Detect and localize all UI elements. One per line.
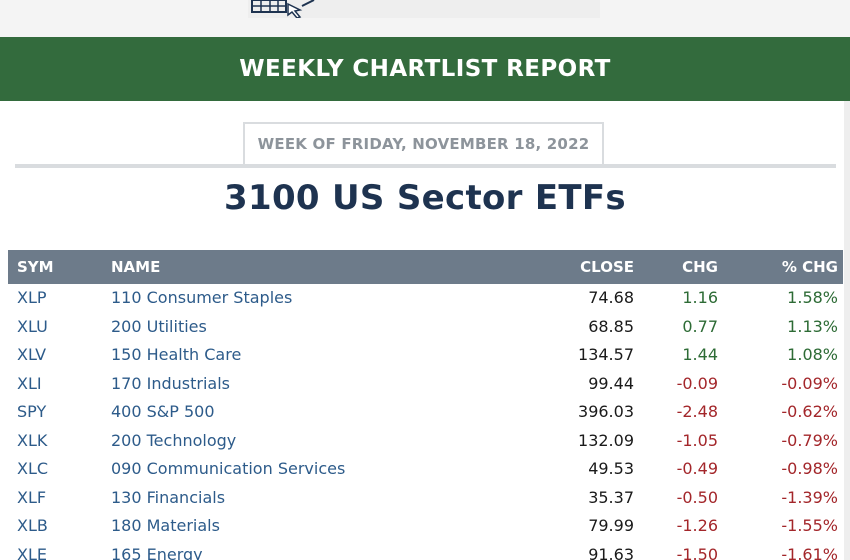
- page-right-edge: [844, 101, 850, 560]
- change-value: -0.09: [676, 373, 718, 393]
- name-link[interactable]: 170 Industrials: [111, 373, 230, 393]
- table-row: XLI 170 Industrials 99.44 -0.09 -0.09%: [8, 370, 843, 399]
- header-sym: SYM: [17, 258, 54, 276]
- name-link[interactable]: 110 Consumer Staples: [111, 288, 293, 307]
- close-value: 74.68: [588, 288, 634, 307]
- pct-change-value: -0.79%: [781, 430, 838, 450]
- table-header: SYM NAME CLOSE CHG % CHG: [8, 250, 843, 284]
- close-value: 79.99: [588, 516, 634, 535]
- name-link[interactable]: 200 Utilities: [111, 316, 207, 336]
- table-row: XLC 090 Communication Services 49.53 -0.49 -…: [8, 455, 843, 484]
- table-row: SPY 400 S&P 500 396.03 -2.48 -0.62%: [8, 398, 843, 427]
- close-value: 49.53: [588, 459, 634, 478]
- symbol-link[interactable]: XLE: [17, 544, 47, 560]
- pct-change-value: -1.61%: [781, 544, 838, 560]
- symbol-link[interactable]: XLU: [17, 316, 48, 336]
- close-value: 134.57: [578, 345, 634, 364]
- name-link[interactable]: 090 Communication Services: [111, 459, 346, 478]
- table-row: XLK 200 Technology 132.09 -1.05 -0.79%: [8, 427, 843, 456]
- name-link[interactable]: 165 Energy: [111, 544, 203, 560]
- week-of-label: WEEK OF FRIDAY, NOVEMBER 18, 2022: [257, 135, 590, 153]
- change-value: 0.77: [682, 316, 718, 336]
- symbol-link[interactable]: XLB: [17, 516, 48, 535]
- close-value: 132.09: [578, 430, 634, 450]
- etf-table: SYM NAME CLOSE CHG % CHG XLP 110 Consumer…: [8, 250, 843, 560]
- pct-change-value: 1.13%: [787, 316, 838, 336]
- close-value: 68.85: [588, 316, 634, 336]
- header-chg: CHG: [682, 258, 718, 276]
- name-link[interactable]: 200 Technology: [111, 430, 237, 450]
- change-value: -1.26: [676, 516, 718, 535]
- name-link[interactable]: 130 Financials: [111, 487, 226, 507]
- header-name: NAME: [111, 258, 161, 276]
- name-link[interactable]: 400 S&P 500: [111, 402, 215, 421]
- report-panel: [0, 101, 850, 560]
- pct-change-value: 1.08%: [787, 345, 838, 364]
- symbol-link[interactable]: XLF: [17, 487, 47, 507]
- change-value: -0.49: [676, 459, 718, 478]
- pct-change-value: -0.62%: [781, 402, 838, 421]
- pct-change-value: 1.58%: [787, 288, 838, 307]
- close-value: 91.63: [588, 544, 634, 560]
- symbol-link[interactable]: SPY: [17, 402, 47, 421]
- table-row: XLV 150 Health Care 134.57 1.44 1.08%: [8, 341, 843, 370]
- table-body: XLP 110 Consumer Staples 74.68 1.16 1.58% XLU…: [8, 284, 843, 560]
- table-row: XLB 180 Materials 79.99 -1.26 -1.55%: [8, 512, 843, 541]
- close-value: 99.44: [588, 373, 634, 393]
- symbol-link[interactable]: XLC: [17, 459, 49, 478]
- symbol-link[interactable]: XLV: [17, 345, 47, 364]
- name-link[interactable]: 180 Materials: [111, 516, 220, 535]
- close-value: 396.03: [578, 402, 634, 421]
- symbol-link[interactable]: XLP: [17, 288, 47, 307]
- header-close: CLOSE: [580, 258, 634, 276]
- section-divider: [15, 164, 836, 168]
- pct-change-value: -0.09%: [781, 373, 838, 393]
- week-of-label-box: WEEK OF FRIDAY, NOVEMBER 18, 2022: [243, 122, 604, 164]
- report-banner: WEEKLY CHARTLIST REPORT: [0, 37, 850, 101]
- top-header-area: [248, 0, 600, 18]
- change-value: 1.44: [682, 345, 718, 364]
- pct-change-value: -1.55%: [781, 516, 838, 535]
- change-value: -2.48: [676, 402, 718, 421]
- chart-logo-icon: [251, 0, 315, 18]
- pct-change-value: -1.39%: [781, 487, 838, 507]
- table-row: XLF 130 Financials 35.37 -0.50 -1.39%: [8, 484, 843, 513]
- table-row: XLE 165 Energy 91.63 -1.50 -1.61%: [8, 541, 843, 560]
- name-link[interactable]: 150 Health Care: [111, 345, 242, 364]
- change-value: -0.50: [676, 487, 718, 507]
- change-value: -1.50: [676, 544, 718, 560]
- table-row: XLP 110 Consumer Staples 74.68 1.16 1.58%: [8, 284, 843, 313]
- symbol-link[interactable]: XLK: [17, 430, 48, 450]
- change-value: 1.16: [682, 288, 718, 307]
- table-row: XLU 200 Utilities 68.85 0.77 1.13%: [8, 313, 843, 342]
- close-value: 35.37: [588, 487, 634, 507]
- symbol-link[interactable]: XLI: [17, 373, 42, 393]
- change-value: -1.05: [676, 430, 718, 450]
- chartlist-title: 3100 US Sector ETFs: [224, 178, 626, 218]
- banner-title: WEEKLY CHARTLIST REPORT: [239, 56, 611, 82]
- pct-change-value: -0.98%: [781, 459, 838, 478]
- header-pct-chg: % CHG: [781, 258, 838, 276]
